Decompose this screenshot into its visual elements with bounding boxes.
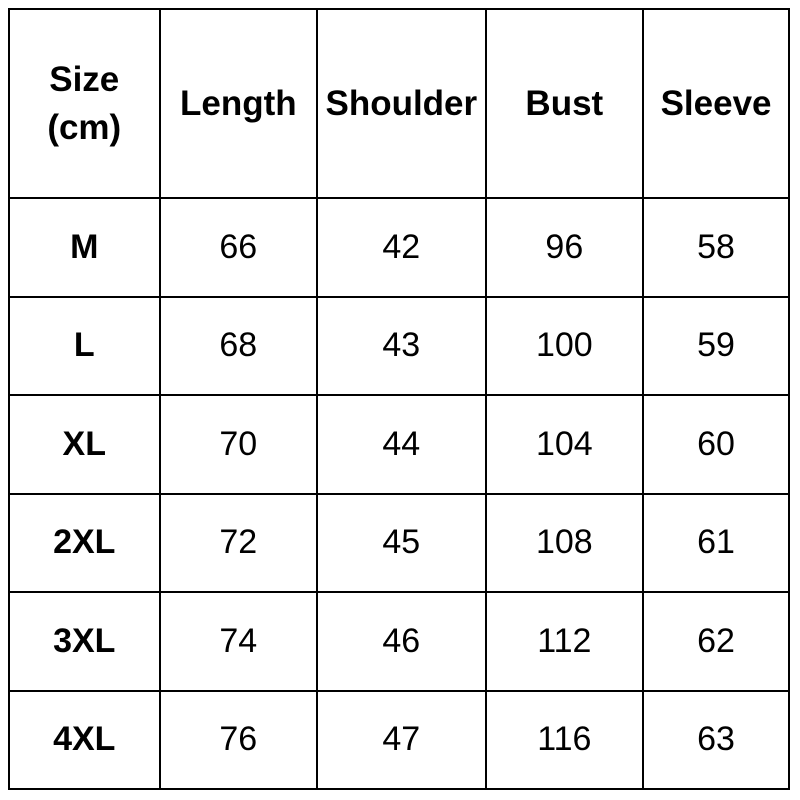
table-row-2xl: 2XL 72 45 108 61 bbox=[8, 492, 790, 593]
cell-sleeve: 60 bbox=[642, 394, 790, 495]
cell-length: 72 bbox=[158, 492, 319, 593]
size-chart: Size (cm) Length Shoulder Bust Sleeve M … bbox=[8, 8, 790, 790]
table-row-xl: XL 70 44 104 60 bbox=[8, 394, 790, 495]
cell-size: 2XL bbox=[8, 492, 161, 593]
table-header: Size (cm) Length Shoulder Bust Sleeve bbox=[8, 8, 790, 199]
cell-bust: 100 bbox=[484, 295, 645, 396]
header-cell-sleeve: Sleeve bbox=[642, 8, 790, 199]
table-row-m: M 66 42 96 58 bbox=[8, 197, 790, 298]
cell-sleeve: 59 bbox=[642, 295, 790, 396]
table-row-3xl: 3XL 74 46 112 62 bbox=[8, 591, 790, 692]
header-row: Size (cm) Length Shoulder Bust Sleeve bbox=[8, 8, 790, 199]
size-chart-table: Size (cm) Length Shoulder Bust Sleeve M … bbox=[8, 8, 790, 790]
header-cell-bust: Bust bbox=[484, 8, 645, 199]
cell-shoulder: 47 bbox=[316, 689, 487, 790]
size-header-line2: (cm) bbox=[47, 107, 122, 147]
cell-sleeve: 61 bbox=[642, 492, 790, 593]
header-cell-shoulder: Shoulder bbox=[316, 8, 487, 199]
cell-size: M bbox=[8, 197, 161, 298]
cell-shoulder: 44 bbox=[316, 394, 487, 495]
size-header-label: Size (cm) bbox=[10, 56, 159, 151]
cell-size: 3XL bbox=[8, 591, 161, 692]
cell-length: 66 bbox=[158, 197, 319, 298]
cell-shoulder: 46 bbox=[316, 591, 487, 692]
table-body: M 66 42 96 58 L 68 43 100 59 XL 70 44 10… bbox=[8, 197, 790, 790]
cell-shoulder: 43 bbox=[316, 295, 487, 396]
table-row-4xl: 4XL 76 47 116 63 bbox=[8, 689, 790, 790]
header-cell-length: Length bbox=[158, 8, 319, 199]
cell-size: XL bbox=[8, 394, 161, 495]
cell-bust: 116 bbox=[484, 689, 645, 790]
header-cell-size: Size (cm) bbox=[8, 8, 161, 199]
cell-length: 76 bbox=[158, 689, 319, 790]
cell-length: 70 bbox=[158, 394, 319, 495]
cell-bust: 108 bbox=[484, 492, 645, 593]
cell-shoulder: 42 bbox=[316, 197, 487, 298]
cell-sleeve: 63 bbox=[642, 689, 790, 790]
cell-bust: 112 bbox=[484, 591, 645, 692]
cell-sleeve: 62 bbox=[642, 591, 790, 692]
size-header-line1: Size bbox=[49, 60, 120, 100]
cell-bust: 104 bbox=[484, 394, 645, 495]
cell-sleeve: 58 bbox=[642, 197, 790, 298]
table-row-l: L 68 43 100 59 bbox=[8, 295, 790, 396]
cell-size: L bbox=[8, 295, 161, 396]
cell-length: 68 bbox=[158, 295, 319, 396]
cell-length: 74 bbox=[158, 591, 319, 692]
cell-bust: 96 bbox=[484, 197, 645, 298]
cell-size: 4XL bbox=[8, 689, 161, 790]
cell-shoulder: 45 bbox=[316, 492, 487, 593]
